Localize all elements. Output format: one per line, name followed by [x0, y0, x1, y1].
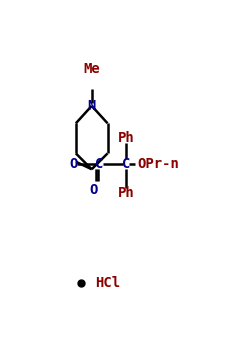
- Text: Ph: Ph: [118, 186, 134, 200]
- Text: Me: Me: [83, 62, 100, 76]
- Text: Ph: Ph: [118, 131, 134, 144]
- Text: C: C: [122, 157, 130, 171]
- Text: O: O: [69, 157, 77, 171]
- Text: OPr-n: OPr-n: [138, 157, 179, 171]
- Text: O: O: [89, 184, 98, 197]
- Text: N: N: [88, 99, 96, 113]
- Text: HCl: HCl: [95, 276, 120, 290]
- Text: C: C: [95, 157, 104, 171]
